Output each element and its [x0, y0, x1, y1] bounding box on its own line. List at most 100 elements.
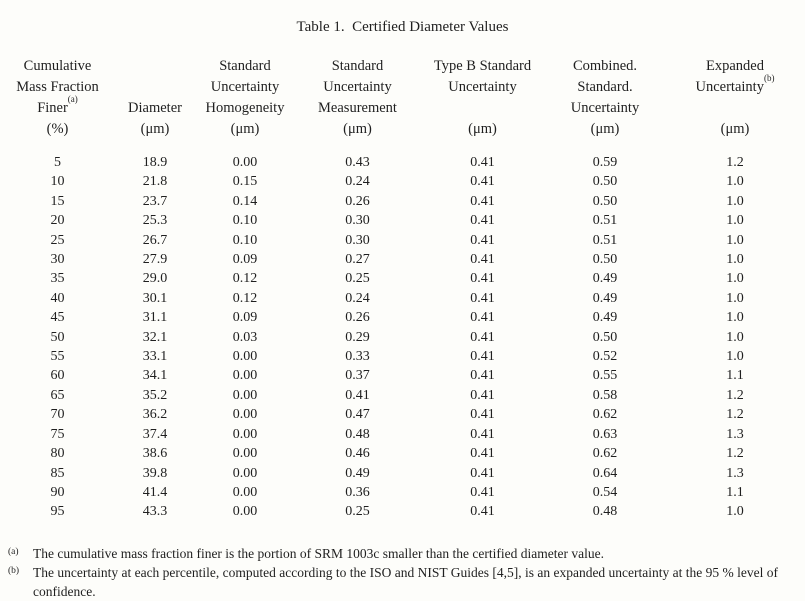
table-cell: 35 — [50, 271, 65, 287]
header-text: Finer — [37, 100, 68, 116]
table-cell: 0.25 — [345, 271, 370, 287]
table-row: 65 35.2 0.00 0.41 0.41 0.58 1.2 — [0, 386, 805, 405]
table-cell: 23.7 — [142, 193, 168, 209]
table-cell: 0.41 — [470, 484, 495, 500]
footnote: (a) The cumulative mass fraction finer is… — [8, 544, 805, 563]
header-line: Type B Standard — [420, 56, 545, 77]
table-cell: 1.3 — [726, 426, 744, 442]
table-cell: 85 — [50, 465, 65, 481]
table-cell: 34.1 — [142, 368, 168, 384]
table-cell: 1.0 — [726, 329, 744, 345]
header-text: (%) — [46, 121, 69, 137]
table-cell: 0.62 — [592, 446, 618, 462]
table-cell: 0.43 — [345, 155, 370, 170]
table-row: 80 38.6 0.00 0.46 0.41 0.62 1.2 — [0, 444, 805, 463]
table-cell: 0.50 — [592, 174, 618, 190]
table-cell: 0.64 — [592, 465, 618, 481]
header-text: Standard — [219, 58, 271, 74]
header-line: Uncertainty — [545, 98, 665, 119]
table-cell: 70 — [50, 407, 65, 423]
table-cell: 1.0 — [726, 232, 744, 248]
table-header: Cumulative Mass Fraction Finer(a) (%) Diamet… — [0, 56, 805, 140]
header-line — [115, 77, 195, 98]
table-cell: 0.00 — [232, 446, 258, 462]
table-cell: 0.41 — [470, 368, 495, 384]
table-cell: 0.41 — [470, 504, 495, 520]
header-line: (μm) — [545, 119, 665, 140]
certified-diameter-values-table: Cumulative Mass Fraction Finer(a) (%) Diamet… — [0, 56, 805, 522]
table-cell: 0.00 — [232, 504, 258, 520]
header-line: Uncertainty — [295, 77, 420, 98]
table-cell: 0.14 — [232, 193, 258, 209]
table-row: 5 18.9 0.00 0.43 0.41 0.59 1.2 — [0, 140, 805, 172]
header-text: Expanded — [706, 58, 764, 74]
table-cell: 50 — [50, 329, 65, 345]
table-cell: 39.8 — [142, 465, 168, 481]
footnote-marker-ref: (b) — [763, 73, 775, 84]
header-line: Uncertainty — [195, 77, 295, 98]
table-cell: 0.41 — [470, 252, 495, 268]
table-cell: 29.0 — [142, 271, 168, 287]
table-row: 30 27.9 0.09 0.27 0.41 0.50 1.0 — [0, 250, 805, 269]
table-cell: 1.1 — [726, 368, 744, 384]
header-line: Finer(a) — [0, 95, 115, 119]
table-cell: 1.3 — [726, 465, 744, 481]
table-cell: 0.41 — [470, 310, 495, 326]
header-line: Diameter — [115, 98, 195, 119]
header-line: (μm) — [420, 119, 545, 140]
table-cell: 0.24 — [345, 290, 370, 306]
table-cell: 5 — [54, 155, 61, 170]
table-cell: 0.49 — [592, 271, 618, 287]
header-line: Cumulative — [0, 56, 115, 77]
header-text: (μm) — [343, 121, 372, 137]
table-cell: 0.51 — [592, 232, 618, 248]
table-cell: 1.2 — [726, 446, 744, 462]
table-row: 90 41.4 0.00 0.36 0.41 0.54 1.1 — [0, 483, 805, 502]
table-cell: 0.15 — [232, 174, 258, 190]
table-cell: 0.50 — [592, 252, 618, 268]
table-cell: 0.47 — [345, 407, 370, 423]
table-cell: 0.00 — [232, 465, 258, 481]
table-title: Table 1. Certified Diameter Values — [296, 19, 509, 35]
table-cell: 0.52 — [592, 349, 618, 365]
table-cell: 0.00 — [232, 349, 258, 365]
table-cell: 80 — [50, 446, 65, 462]
table-cell: 1.0 — [726, 213, 744, 229]
table-cell: 0.41 — [470, 329, 495, 345]
header-line — [665, 98, 805, 119]
table-cell: 0.58 — [592, 387, 618, 403]
table-cell: 0.41 — [470, 446, 495, 462]
table-cell: 0.37 — [345, 368, 370, 384]
table-cell: 95 — [50, 504, 65, 520]
header-line — [420, 98, 545, 119]
table-cell: 1.0 — [726, 310, 744, 326]
table-cell: 0.41 — [470, 465, 495, 481]
table-cell: 0.59 — [592, 155, 618, 170]
table-cell: 1.2 — [726, 407, 744, 423]
header-text: (μm) — [720, 121, 750, 137]
table-cell: 0.25 — [345, 504, 370, 520]
table-cell: 1.0 — [726, 271, 744, 287]
table-cell: 0.09 — [232, 252, 258, 268]
table-cell: 0.24 — [345, 174, 370, 190]
header-line: Combined. — [545, 56, 665, 77]
table-cell: 20 — [50, 213, 65, 229]
table-cell: 1.0 — [726, 290, 744, 306]
table-cell: 0.51 — [592, 213, 618, 229]
table-cell: 0.41 — [470, 155, 495, 170]
table-cell: 0.54 — [592, 484, 618, 500]
header-text: Uncertainty — [323, 79, 392, 95]
header-text: Combined. — [572, 58, 638, 74]
table-cell: 0.12 — [232, 271, 258, 287]
table-cell: 1.2 — [726, 155, 744, 170]
table-cell: 36.2 — [142, 407, 168, 423]
header-text: Diameter — [128, 100, 182, 116]
footnote: (b) The uncertainty at each percentile, c… — [8, 563, 805, 601]
table-cell: 0.41 — [470, 349, 495, 365]
table-row: 60 34.1 0.00 0.37 0.41 0.55 1.1 — [0, 366, 805, 385]
table-cell: 0.49 — [345, 465, 370, 481]
table-cell: 41.4 — [142, 484, 168, 500]
table-cell: 0.41 — [470, 271, 495, 287]
header-line: Standard. — [545, 77, 665, 98]
